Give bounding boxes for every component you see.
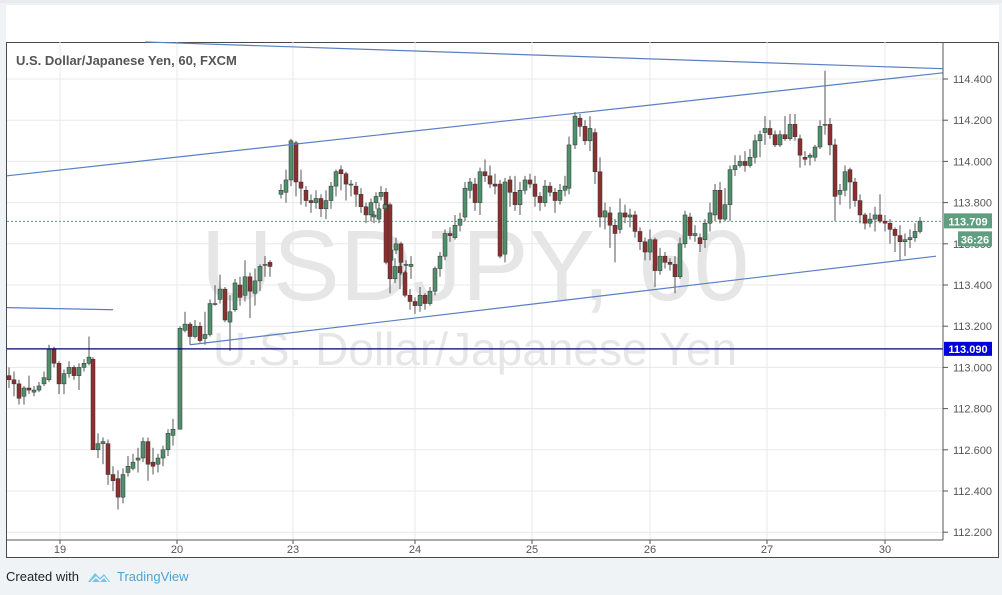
last-price-label: 113.709 bbox=[944, 213, 992, 229]
price-tick-label: 114.000 bbox=[953, 156, 992, 168]
price-tick-label: 112.800 bbox=[953, 404, 992, 416]
top-resistance-trendline bbox=[144, 41, 944, 70]
price-tick-label: 113.000 bbox=[953, 362, 992, 374]
time-tick-label: 23 bbox=[287, 544, 299, 556]
svg-text:36:26: 36:26 bbox=[961, 234, 989, 246]
hline-price-label: 113.090 bbox=[944, 341, 992, 356]
candlestick-chart[interactable]: USDJPY, 60 U.S. Dollar/Japanese Yen 114.… bbox=[0, 0, 1002, 560]
time-tick-label: 30 bbox=[879, 544, 891, 556]
top-strip bbox=[0, 0, 1002, 3]
chart-frame bbox=[6, 42, 999, 558]
price-tick-label: 112.600 bbox=[953, 445, 992, 457]
footer: Created with TradingView bbox=[6, 569, 189, 584]
axes: 114.400114.200114.000113.800113.600113.4… bbox=[7, 42, 992, 556]
lower-channel-trendline bbox=[189, 255, 937, 346]
chart-title: U.S. Dollar/Japanese Yen, 60, FXCM bbox=[16, 53, 237, 68]
tradingview-logo-icon bbox=[87, 572, 110, 582]
time-tick-label: 27 bbox=[761, 544, 773, 556]
price-tick-label: 114.200 bbox=[953, 115, 992, 127]
price-tick-label: 112.400 bbox=[953, 486, 992, 498]
upper-channel-trendline bbox=[6, 72, 944, 177]
watermark: USDJPY, 60 U.S. Dollar/Japanese Yen bbox=[201, 210, 749, 375]
countdown-label: 36:26 bbox=[958, 231, 992, 247]
time-tick-label: 25 bbox=[526, 544, 538, 556]
tradingview-link[interactable]: TradingView bbox=[116, 569, 189, 584]
candles bbox=[6, 70, 923, 510]
price-tick-label: 113.800 bbox=[953, 198, 992, 210]
svg-text:113.709: 113.709 bbox=[948, 216, 987, 228]
price-tick-label: 113.200 bbox=[953, 321, 992, 333]
trendlines[interactable] bbox=[6, 41, 944, 350]
time-tick-label: 20 bbox=[171, 544, 183, 556]
time-tick-label: 19 bbox=[54, 544, 66, 556]
top-toolbar-area bbox=[6, 5, 999, 42]
time-tick-label: 24 bbox=[409, 544, 421, 556]
svg-text:113.090: 113.090 bbox=[948, 344, 987, 356]
price-tick-label: 112.200 bbox=[953, 527, 992, 539]
created-with-label: Created with bbox=[6, 569, 79, 584]
time-tick-label: 26 bbox=[644, 544, 656, 556]
price-tick-label: 113.400 bbox=[953, 280, 992, 292]
watermark-symbol: USDJPY, 60 bbox=[201, 210, 749, 322]
short-left-trendline bbox=[6, 307, 114, 311]
price-tick-label: 114.400 bbox=[953, 74, 992, 86]
